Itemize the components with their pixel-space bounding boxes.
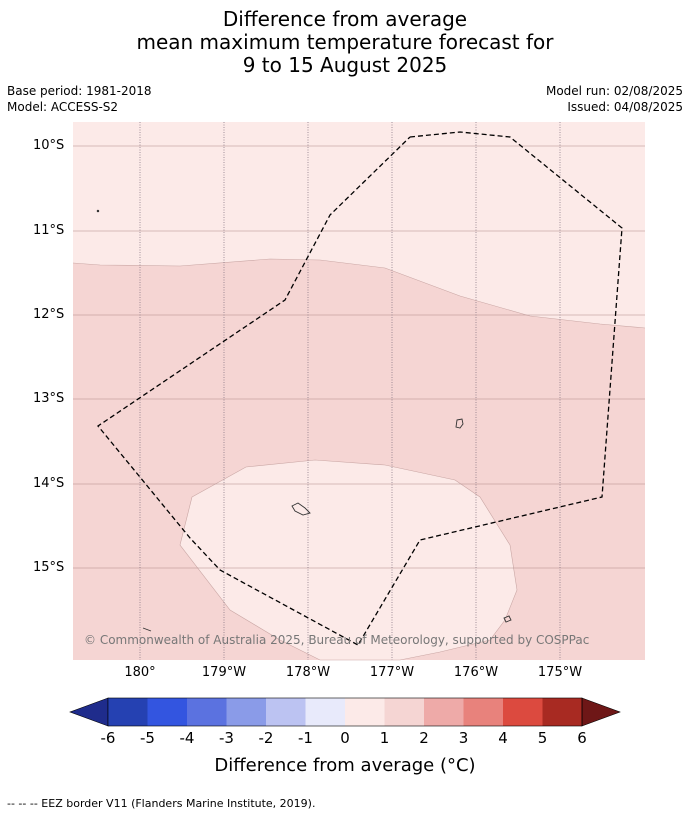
eez-border — [97, 131, 623, 646]
meta-right: Model run: 02/08/2025 Issued: 04/08/2025 — [546, 83, 683, 115]
colorbar-segment — [147, 698, 188, 726]
copyright-notice: © Commonwealth of Australia 2025, Bureau… — [84, 633, 590, 647]
colorbar-tick-label: -6 — [100, 729, 116, 747]
island-north-west — [96, 209, 100, 213]
colorbar-tick-label: 2 — [419, 729, 429, 747]
island-south-west — [142, 627, 152, 632]
colorbar-tick-label: 0 — [340, 729, 350, 747]
colorbar-segment — [463, 698, 504, 726]
lat-label-12s: 12°S — [33, 307, 65, 322]
issued-date: Issued: 04/08/2025 — [567, 100, 683, 114]
colorbar-segment — [503, 698, 543, 726]
colorbar-segment — [305, 698, 346, 726]
title-line-1: Difference from average — [222, 7, 468, 31]
colorbar-tick-label: -5 — [140, 729, 155, 747]
colorbar-segment — [187, 698, 227, 726]
colorbar-tick-label: -3 — [219, 729, 234, 747]
colorbar-tick-label: 5 — [537, 729, 548, 747]
colorbar-segment — [542, 698, 583, 726]
colorbar-border — [107, 697, 583, 727]
gridlines — [73, 145, 645, 569]
colorbar-segment — [424, 698, 464, 726]
base-period: Base period: 1981-2018 — [7, 84, 152, 98]
island-east — [455, 418, 464, 429]
title-line-3: 9 to 15 August 2025 — [242, 53, 448, 77]
title-line-2: mean maximum temperature forecast for — [136, 30, 554, 54]
colorbar-label: Difference from average (°C) — [214, 755, 476, 776]
model-run: Model run: 02/08/2025 — [545, 84, 683, 98]
island-central — [291, 502, 311, 516]
lon-label-177w: 177°W — [369, 665, 415, 680]
colorbar-tick-label: -4 — [179, 729, 195, 747]
lon-label-180: 180° — [124, 665, 156, 680]
contour-band-north — [73, 122, 645, 328]
colorbar-segment — [226, 698, 267, 726]
lat-label-14s: 14°S — [33, 476, 65, 491]
lat-label-13s: 13°S — [33, 391, 65, 406]
colorbar-tick-label: 6 — [577, 729, 587, 747]
eez-legend-note: -- -- -- EEZ border V11 (Flanders Marine… — [7, 797, 316, 810]
colorbar-segment — [266, 698, 306, 726]
gridlines-lon — [139, 122, 561, 660]
lon-label-178w: 178°W — [285, 665, 331, 680]
colorbar-tick-label: 4 — [498, 729, 508, 747]
colorbar — [69, 697, 621, 727]
island-south-east — [503, 615, 512, 623]
colorbar-tick-label: -2 — [258, 729, 274, 747]
colorbar-tick-label: 3 — [458, 729, 469, 747]
lon-label-175w: 175°W — [537, 665, 583, 680]
lon-label-176w: 176°W — [453, 665, 499, 680]
lat-label-11s: 11°S — [33, 223, 65, 238]
colorbar-extend-low — [69, 697, 109, 727]
colorbar-tick-label: -1 — [298, 729, 313, 747]
chart-title: Difference from average mean maximum tem… — [0, 8, 690, 77]
lat-label-15s: 15°S — [33, 560, 65, 575]
colorbar-segment — [345, 698, 385, 726]
meta-left: Base period: 1981-2018 Model: ACCESS-S2 — [7, 83, 152, 115]
model-name: Model: ACCESS-S2 — [7, 100, 119, 114]
islands — [96, 209, 512, 632]
colorbar-extend-high — [581, 697, 621, 727]
colorbar-segment — [384, 698, 425, 726]
colorbar-segment — [108, 698, 148, 726]
colorbar-tick-label: 1 — [379, 729, 390, 747]
lon-label-179w: 179°W — [201, 665, 247, 680]
lat-label-10s: 10°S — [33, 138, 65, 153]
